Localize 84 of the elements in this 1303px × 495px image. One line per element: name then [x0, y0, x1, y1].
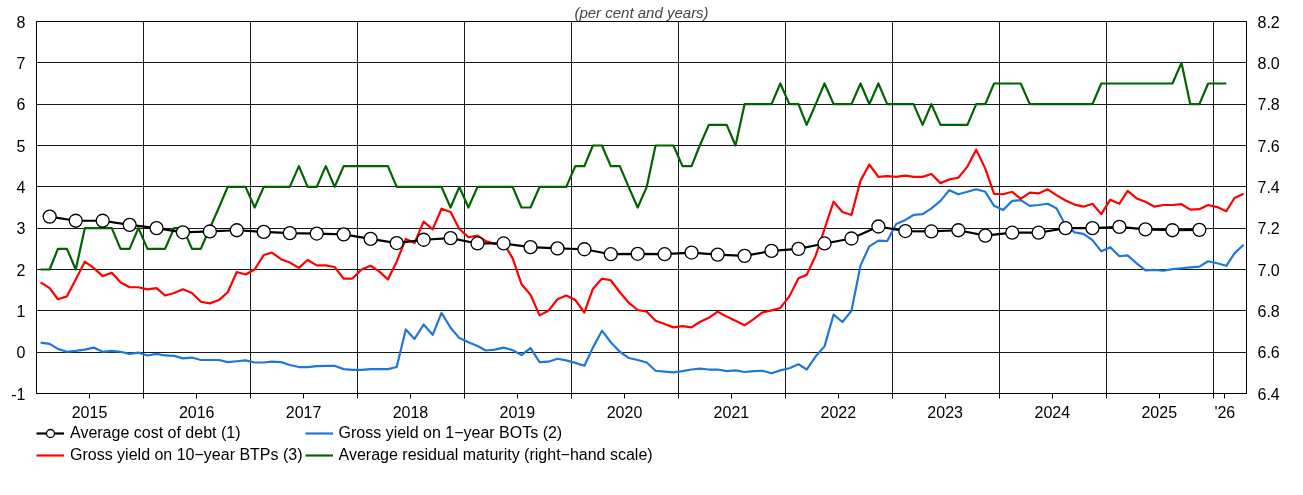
point [1058, 221, 1073, 236]
point [1112, 219, 1127, 235]
y2-tick-label: 7.6 [1257, 137, 1280, 155]
x-tick-label: 2025 [1141, 403, 1178, 421]
legend-label: Gross yield on 1−year BOTs (2) [338, 424, 563, 442]
x-tick-label: 2019 [499, 403, 536, 421]
point [924, 224, 939, 239]
y2-tick-label: 8.2 [1257, 13, 1280, 31]
point [577, 242, 592, 257]
point [122, 217, 137, 232]
line-series [39, 148, 1245, 329]
y-tick-label: 0 [16, 344, 26, 362]
y-tick-label: 1 [16, 302, 26, 320]
x-tick-label: 2022 [820, 403, 857, 421]
y2-tick-label: 6.8 [1257, 302, 1280, 320]
point [844, 231, 859, 246]
x-tick-label: 2020 [606, 403, 643, 421]
y2-tick-label: 7.2 [1257, 220, 1280, 238]
point [1085, 221, 1100, 236]
x-tick-label: 2015 [71, 403, 108, 421]
point [630, 246, 645, 261]
point [282, 225, 297, 241]
y2-tick-label: 6.6 [1257, 344, 1280, 362]
point [443, 230, 458, 246]
x-tick-label: 2021 [713, 403, 750, 421]
x-tick-label: 2016 [178, 403, 215, 421]
point [657, 247, 672, 262]
point [871, 219, 886, 234]
x-tick-label: '26 [1214, 403, 1236, 421]
point [710, 247, 725, 262]
line-series [39, 188, 1245, 375]
chart-subtitle: (per cent and years) [574, 3, 709, 21]
point [363, 231, 378, 247]
point [202, 224, 218, 239]
point [684, 245, 699, 260]
point [149, 221, 164, 236]
y2-tick-label: 7.4 [1257, 178, 1280, 196]
point [1165, 223, 1180, 238]
point [817, 236, 832, 251]
point [95, 213, 110, 228]
x-tick-label: 2024 [1034, 403, 1071, 421]
point [1031, 225, 1046, 240]
y-tick-label: 8 [16, 13, 26, 31]
x-tick-label: 2018 [392, 403, 429, 421]
point [496, 236, 511, 251]
point [523, 240, 538, 255]
point [603, 247, 618, 262]
y2-tick-label: 7.8 [1257, 96, 1280, 114]
point [416, 232, 431, 247]
point [737, 248, 752, 263]
point [978, 228, 993, 243]
y2-tick-label: 6.4 [1257, 385, 1280, 403]
point [1138, 222, 1153, 237]
point [791, 241, 806, 256]
point [951, 223, 966, 238]
legend-label: Gross yield on 10−year BTPs (3) [70, 446, 303, 464]
point [550, 241, 565, 256]
y2-tick-label: 8.0 [1257, 54, 1280, 72]
legend-label: Average cost of debt (1) [70, 424, 241, 442]
point [764, 243, 779, 259]
x-tick-label: 2017 [285, 403, 322, 421]
point [309, 226, 324, 241]
legend-label: Average residual maturity (right−hand scale) [338, 446, 653, 464]
y-tick-label: 5 [16, 137, 26, 155]
point [1192, 222, 1207, 237]
y-tick-label: 6 [16, 96, 26, 114]
line-series [39, 61, 1228, 271]
x-tick-label: 2023 [927, 403, 964, 421]
y-tick-label: 7 [16, 54, 26, 72]
point [256, 224, 271, 240]
point [42, 209, 57, 224]
point [1005, 225, 1020, 240]
point [336, 227, 351, 242]
point [898, 223, 913, 239]
point [175, 225, 191, 240]
y-tick-label: -1 [11, 385, 26, 403]
y-tick-label: 3 [16, 220, 26, 238]
y2-tick-label: 7.0 [1257, 261, 1280, 279]
y-tick-label: 4 [16, 178, 26, 196]
point [229, 223, 244, 238]
point [68, 213, 83, 228]
point [470, 236, 485, 251]
point [389, 235, 404, 251]
y-tick-label: 2 [16, 261, 26, 279]
